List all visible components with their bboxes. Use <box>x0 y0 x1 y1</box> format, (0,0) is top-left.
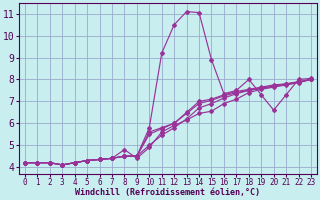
X-axis label: Windchill (Refroidissement éolien,°C): Windchill (Refroidissement éolien,°C) <box>76 188 260 197</box>
